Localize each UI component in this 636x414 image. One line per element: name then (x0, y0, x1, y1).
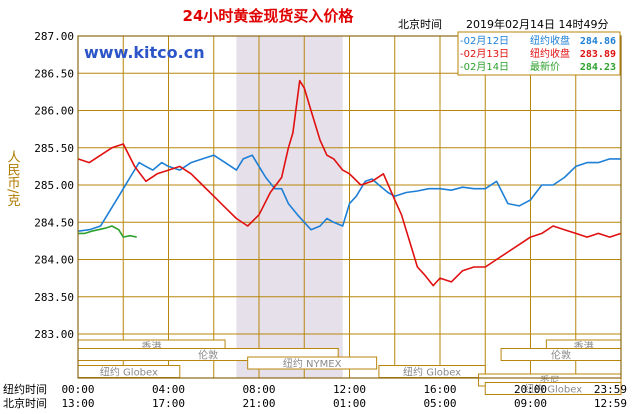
legend-box (457, 31, 621, 76)
legend-date: -02月12日 (460, 35, 509, 47)
x-tick-label: 08:00 (242, 383, 275, 396)
x-tick-label: 21:00 (242, 397, 275, 410)
legend-value: 283.89 (580, 49, 616, 60)
timestamp: 2019年02月14日 14时49分 (466, 17, 608, 31)
shaded-period (236, 36, 343, 378)
x-tick-label: 17:00 (152, 397, 185, 410)
x-tick-label: 20:00 (514, 383, 547, 396)
x-tick-label: 01:00 (333, 397, 366, 410)
x-tick-label: 12:00 (333, 383, 366, 396)
legend-value: 284.23 (580, 62, 616, 73)
legend-label: 纽约收盘 (530, 47, 570, 60)
y-tick-label: 287.00 (34, 30, 74, 43)
x-tick-label: 00:00 (61, 383, 94, 396)
axis-labels-layer: 287.00 286.50 286.00 285.50 285.00 284.50 284.… (3, 30, 627, 410)
legend-value: 284.86 (580, 36, 616, 47)
y-tick-label: 286.00 (34, 105, 74, 118)
legend: -02月12日 纽约收盘 284.86-02月13日 纽约收盘 283.89-02月14… (457, 31, 621, 76)
legend-date: -02月14日 (460, 61, 509, 73)
market-bar-label: 纽约 Globex (403, 366, 461, 379)
market-bar (247, 356, 378, 370)
legend-label: 纽约收盘 (530, 34, 570, 47)
series-layer (77, 79, 622, 287)
market-bar-label: 伦敦 (198, 349, 218, 362)
chart-title: 24小时黄金现货买入价格 (183, 7, 355, 25)
x-tick-label: 13:00 (61, 397, 94, 410)
x-tick-label: 16:00 (423, 383, 456, 396)
y-tick-label: 285.00 (34, 179, 74, 192)
y-tick-label: 283.50 (34, 291, 74, 304)
y-axis-title: 人民币/克 (5, 150, 21, 208)
y-tick-label: 284.50 (34, 216, 74, 229)
plot-frame-layer (77, 35, 622, 379)
y-tick-label: 283.00 (34, 328, 74, 341)
x-tick-label: 12:59 (594, 397, 627, 410)
market-bar-label: 纽约 Globex (100, 366, 158, 379)
x-tick-label: 05:00 (423, 397, 456, 410)
x-tick-label: 04:00 (152, 383, 185, 396)
series-line (77, 79, 622, 287)
x-tick-label: 23:59 (594, 383, 627, 396)
watermark: www.kitco.cn (84, 43, 205, 62)
grid-layer (77, 35, 622, 378)
x-tick-label: 09:00 (514, 397, 547, 410)
y-tick-label: 286.50 (34, 67, 74, 80)
time-zone-label: 北京时间 (398, 17, 442, 31)
market-bar (484, 382, 622, 395)
market-bar-label: 伦敦 (551, 349, 571, 362)
series-line (78, 225, 137, 238)
legend-date: -02月13日 (460, 48, 509, 60)
y-tick-label: 285.50 (34, 142, 74, 155)
market-bar-label: 纽约 Globex (524, 383, 582, 396)
y-tick-label: 284.00 (34, 254, 74, 267)
market-bar-label: 纽约 NYMEX (283, 357, 342, 370)
x-axis-row-label: 北京时间 (3, 396, 47, 410)
x-axis-row-label: 纽约时间 (3, 382, 47, 396)
legend-label: 最新价 (530, 60, 560, 73)
series-line (77, 154, 621, 232)
plot-border (77, 35, 622, 379)
